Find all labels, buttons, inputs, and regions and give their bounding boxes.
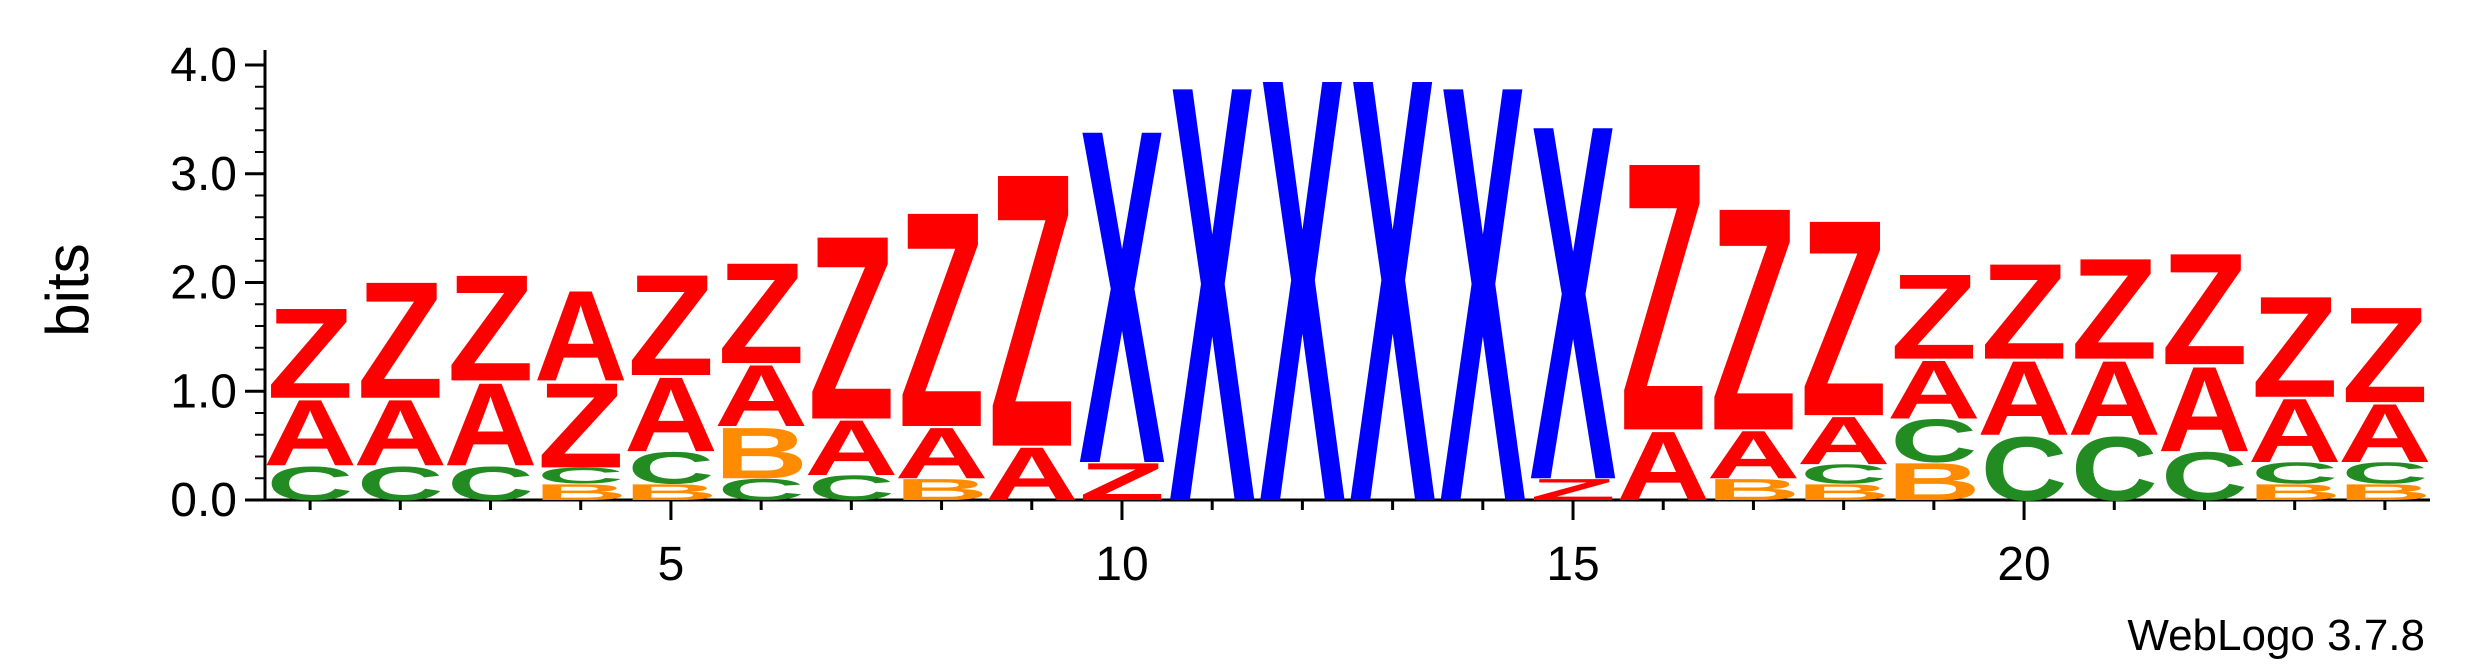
y-tick-label: 1.0 <box>170 365 237 418</box>
logo-letter-a: A <box>895 413 989 494</box>
logo-letter-b: B <box>534 479 628 504</box>
logo-letter-a: A <box>2067 340 2161 458</box>
logo-letter-a: A <box>534 265 628 409</box>
logo-letter-c: C <box>2071 418 2158 520</box>
logo-letter-a: A <box>1616 412 1710 522</box>
x-axis: 5 10 15 20 <box>265 498 2430 591</box>
logo-letter-z: Z <box>2342 278 2429 431</box>
logo-letter-a: A <box>2158 341 2252 477</box>
logo-letter-x: X <box>1079 31 1166 565</box>
logo-letter-z: Z <box>1620 83 1707 512</box>
logo-letter-z: Z <box>2251 268 2338 428</box>
logo-letter-x: X <box>1349 0 1436 630</box>
logo-letter-b: B <box>1797 479 1891 504</box>
logo-letter-z: Z <box>1981 235 2068 388</box>
y-tick-label: 0.0 <box>170 474 237 527</box>
weblogo-credit: WebLogo 3.7.8 <box>2127 611 2425 660</box>
x-tick-label: 20 <box>1997 538 2050 591</box>
logo-letter-a: A <box>714 347 808 445</box>
logo-letter-b: B <box>1887 452 1981 511</box>
logo-letter-x: X <box>1169 0 1256 627</box>
logo-letter-c: C <box>2251 456 2338 490</box>
logo-letter-z: Z <box>1710 142 1797 497</box>
logo-letter-a: A <box>263 381 357 486</box>
logo-letter-z: Z <box>988 92 1075 530</box>
y-tick-label: 2.0 <box>170 257 237 310</box>
logo-letter-a: A <box>2248 379 2342 481</box>
logo-letter-x: X <box>1440 0 1527 627</box>
logo-letter-b: B <box>2338 479 2432 504</box>
y-tick-label: 4.0 <box>170 39 237 92</box>
logo-letter-z: Z <box>1530 472 1617 506</box>
logo-letter-b: B <box>1707 473 1801 507</box>
logo-letter-b: B <box>624 479 718 504</box>
logo-letter-c: C <box>1800 459 1887 489</box>
logo-letter-z: Z <box>2161 219 2248 398</box>
logo-letter-z: Z <box>537 358 624 493</box>
logo-letter-z: Z <box>1800 163 1887 476</box>
logo-letter-x: X <box>1259 0 1346 630</box>
logo-letter-z: Z <box>447 244 534 414</box>
logo-letter-z: Z <box>1891 249 1978 384</box>
logo-letter-c: C <box>1981 418 2068 520</box>
logo-letter-b: B <box>714 413 808 494</box>
logo-letter-a: A <box>1797 402 1891 478</box>
logo-letter-c: C <box>267 456 354 510</box>
y-tick-label: 3.0 <box>170 148 237 201</box>
logo-letter-z: Z <box>808 181 895 475</box>
y-axis: 0.0 1.0 2.0 3.0 4.0 <box>170 39 267 527</box>
logo-letter-c: C <box>447 456 534 510</box>
logo-letter-c: C <box>357 456 444 510</box>
logo-letter-c: C <box>537 463 624 488</box>
logo-letter-b: B <box>2248 479 2342 504</box>
logo-letter-c: C <box>1891 408 1978 476</box>
x-tick-label: 10 <box>1095 538 1148 591</box>
logo-letter-z: Z <box>718 234 805 394</box>
logo-letter-z: Z <box>2071 229 2158 389</box>
logo-letter-c: C <box>628 443 715 494</box>
logo-letter-z: Z <box>267 281 354 426</box>
logo-letter-a: A <box>624 356 718 474</box>
logo-letter-a: A <box>1977 340 2071 458</box>
x-tick-label: 15 <box>1546 538 1599 591</box>
logo-letter-a: A <box>444 358 538 490</box>
logo-letter-a: A <box>985 431 1079 516</box>
x-tick-label: 5 <box>658 538 685 591</box>
logo-letter-c: C <box>2161 438 2248 514</box>
logo-letter-z: Z <box>898 147 985 491</box>
logo-letter-a: A <box>353 381 447 486</box>
logo-letter-c: C <box>718 473 805 507</box>
logo-letter-z: Z <box>1079 452 1166 512</box>
logo-letter-a: A <box>1707 416 1801 492</box>
logo-letter-b: B <box>895 473 989 507</box>
logo-letter-x: X <box>1530 18 1617 587</box>
logo-letter-a: A <box>1887 343 1981 436</box>
logo-letter-c: C <box>808 468 895 507</box>
logo-letter-z: Z <box>357 247 444 434</box>
logo-letter-a: A <box>2338 387 2432 480</box>
y-axis-title: bits <box>34 243 101 336</box>
logo-letter-a: A <box>804 404 898 492</box>
logo-letter-z: Z <box>628 246 715 406</box>
logo-letter-c: C <box>2342 456 2429 490</box>
